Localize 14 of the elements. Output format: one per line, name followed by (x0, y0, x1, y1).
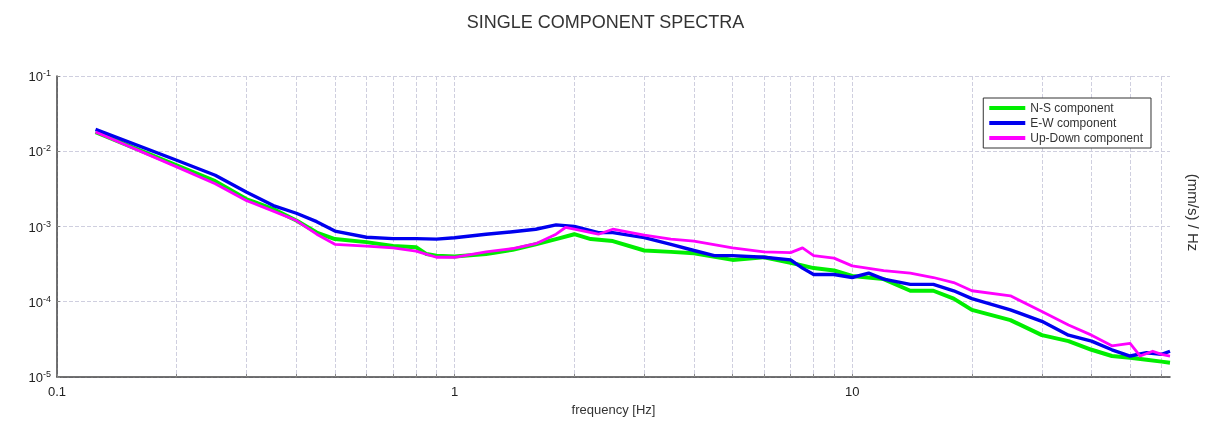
legend-label: N-S component (1030, 101, 1115, 115)
x-tick-label: 1 (450, 384, 459, 399)
legend-label: E-W component (1030, 116, 1117, 130)
y-tick-label: 10$^{-3}$ (28, 218, 51, 235)
y-axis-title: (mm/s) / Hz (1185, 173, 1202, 252)
x-tick-label: 10 (844, 384, 860, 399)
chart-title: SINGLE COMPONENT SPECTRA (466, 12, 745, 32)
y-tick-label: 10$^{-5}$ (28, 368, 51, 386)
y-tick-label: 10$^{-2}$ (28, 143, 51, 160)
legend-label: Up-Down component (1030, 131, 1144, 145)
y-tick-label: 10$^{-1}$ (28, 67, 51, 85)
x-axis-title: frequency [Hz] (571, 401, 656, 417)
x-tick-label: 0.1 (47, 384, 67, 399)
y-tick-label: 10$^{-4}$ (28, 293, 51, 310)
